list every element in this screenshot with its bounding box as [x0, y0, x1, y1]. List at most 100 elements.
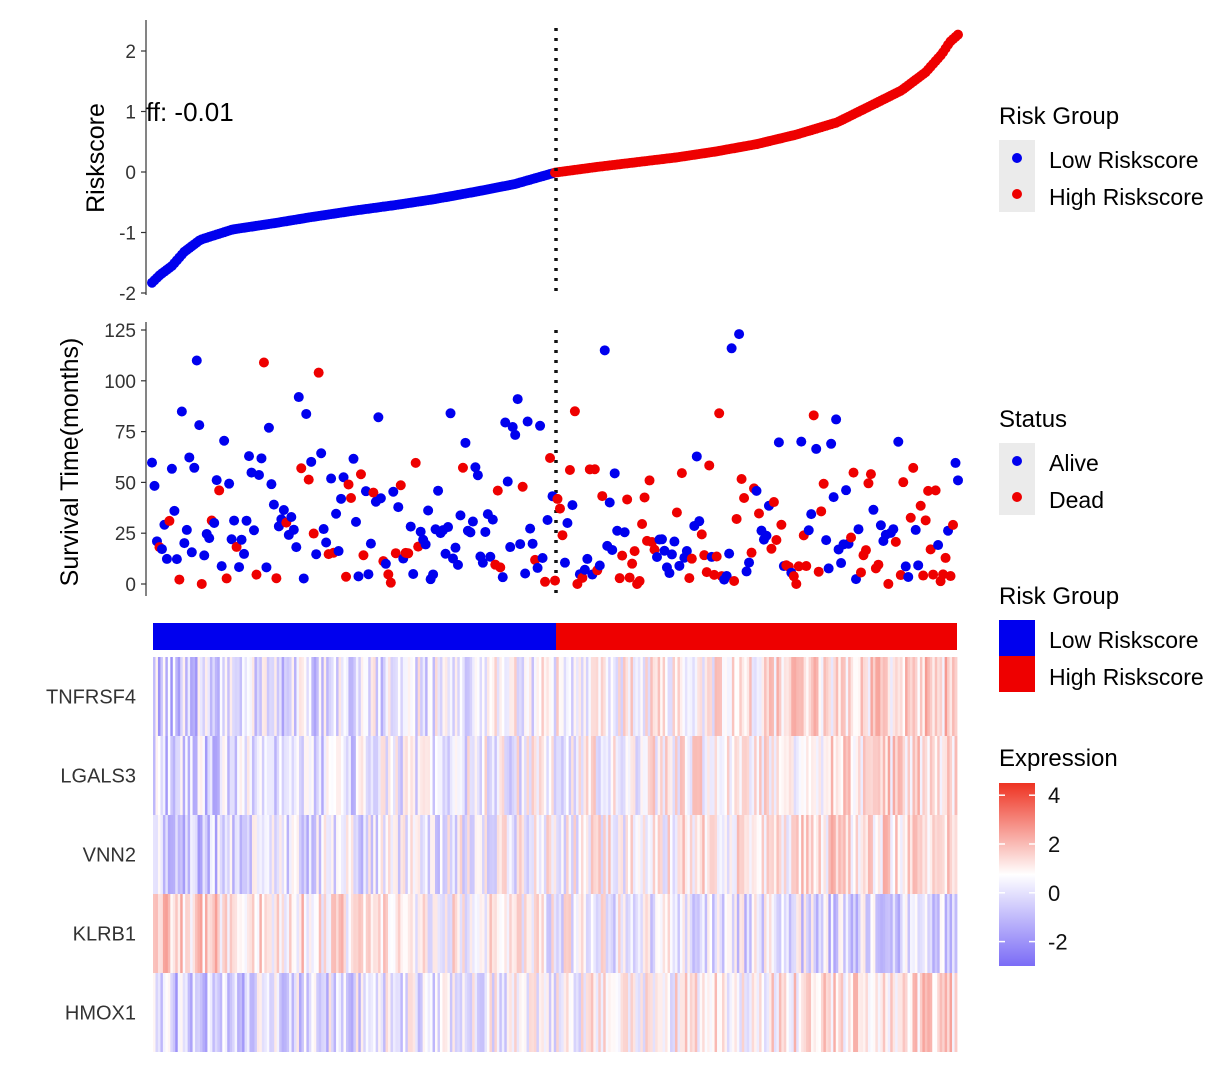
heatmap-cell — [504, 973, 508, 1052]
heatmap-cell — [321, 973, 325, 1052]
heatmap-cell — [472, 657, 475, 736]
survival-point — [385, 577, 396, 588]
heatmap-cell — [573, 894, 577, 973]
heatmap-cell — [791, 815, 795, 894]
heatmap-cell — [160, 736, 164, 815]
heatmap-cell — [712, 973, 715, 1052]
heatmap-cell — [914, 736, 918, 815]
heatmap-cell — [392, 657, 396, 736]
heatmap-cell — [776, 736, 780, 815]
heatmap-cell — [326, 736, 330, 815]
heatmap-cell — [291, 973, 295, 1052]
heatmap-cell — [640, 973, 644, 1052]
heatmap-cell — [259, 736, 263, 815]
heatmap-cell — [786, 815, 790, 894]
heatmap-cell — [180, 973, 184, 1052]
heatmap-cell — [776, 815, 780, 894]
heatmap-cell — [276, 894, 280, 973]
heatmap-cell — [192, 973, 196, 1052]
heatmap-cell — [459, 973, 463, 1052]
heatmap-cell — [853, 815, 856, 894]
heatmap-cell — [862, 815, 866, 894]
heatmap-cell — [791, 973, 795, 1052]
heatmap-cell — [929, 657, 933, 736]
heatmap-cell — [593, 973, 597, 1052]
heatmap-cell — [811, 657, 814, 736]
heatmap-cell — [155, 736, 159, 815]
heatmap-cell — [729, 657, 733, 736]
heatmap-cell — [177, 657, 181, 736]
survival-point — [910, 524, 921, 535]
heatmap-cell — [447, 736, 451, 815]
heatmap-cell — [514, 973, 518, 1052]
legend-risk-low: Low Riskscore — [1049, 147, 1199, 173]
heatmap-cell — [182, 894, 186, 973]
heatmap-cell — [217, 894, 221, 973]
heatmap-cell — [660, 894, 664, 973]
heatmap-cell — [237, 657, 240, 736]
heatmap-cell — [618, 657, 621, 736]
survival-point — [221, 573, 232, 584]
heatmap-cell — [689, 973, 693, 1052]
heatmap-cell — [395, 815, 399, 894]
heatmap-cell — [848, 973, 852, 1052]
heatmap-cell — [266, 657, 270, 736]
heatmap-cell — [556, 973, 560, 1052]
legend-key-alive-dot — [1012, 456, 1022, 466]
heatmap-cell — [887, 657, 891, 736]
heatmap-cell — [662, 894, 666, 973]
heatmap-cell — [815, 736, 819, 815]
heatmap-cell — [573, 657, 577, 736]
heatmap-cell — [425, 815, 428, 894]
heatmap-cell — [420, 657, 424, 736]
heatmap-cell — [820, 815, 824, 894]
heatmap-cell — [328, 815, 332, 894]
heatmap-cell — [922, 736, 926, 815]
heatmap-cell — [754, 657, 758, 736]
survival-point — [597, 491, 608, 502]
heatmap-cell — [588, 815, 592, 894]
survival-point — [741, 566, 752, 577]
heatmap-cell — [704, 894, 708, 973]
riskscore-tick-label: -1 — [119, 224, 136, 245]
heatmap-cell — [259, 815, 263, 894]
heatmap-cell — [533, 973, 537, 1052]
heatmap-cell — [457, 894, 461, 973]
heatmap-cell — [323, 894, 327, 973]
heatmap-cell — [264, 973, 268, 1052]
heatmap-cell — [153, 736, 156, 815]
survival-point — [500, 417, 511, 428]
survival-point — [229, 515, 240, 526]
heatmap-cell — [383, 736, 386, 815]
survival-point — [948, 519, 959, 530]
survival-point — [465, 527, 476, 538]
heatmap-cell — [284, 815, 287, 894]
heatmap-cell — [885, 736, 889, 815]
heatmap-cell — [400, 657, 404, 736]
heatmap-cell — [932, 657, 936, 736]
heatmap-cell — [402, 736, 406, 815]
heatmap-cell — [818, 973, 822, 1052]
heatmap-cell — [830, 657, 834, 736]
heatmap-cell — [642, 736, 646, 815]
heatmap-cell — [338, 736, 342, 815]
heatmap-cell — [605, 894, 609, 973]
heatmap-cell — [850, 894, 854, 973]
heatmap-cell — [511, 894, 515, 973]
heatmap-cell — [756, 894, 760, 973]
heatmap-cell — [811, 736, 814, 815]
heatmap-cell — [672, 973, 676, 1052]
heatmap-cell — [759, 657, 762, 736]
heatmap-cell — [321, 894, 325, 973]
heatmap-cell — [895, 815, 899, 894]
survival-point — [216, 561, 227, 572]
heatmap-cell — [576, 894, 579, 973]
survival-point — [950, 457, 961, 468]
heatmap-cell — [289, 736, 292, 815]
legend-key-low-dot — [1012, 153, 1022, 163]
survival-point — [184, 452, 195, 463]
survival-point — [691, 451, 702, 462]
heatmap-cell — [529, 736, 532, 815]
heatmap-cell — [353, 973, 357, 1052]
heatmap-cell — [217, 657, 221, 736]
